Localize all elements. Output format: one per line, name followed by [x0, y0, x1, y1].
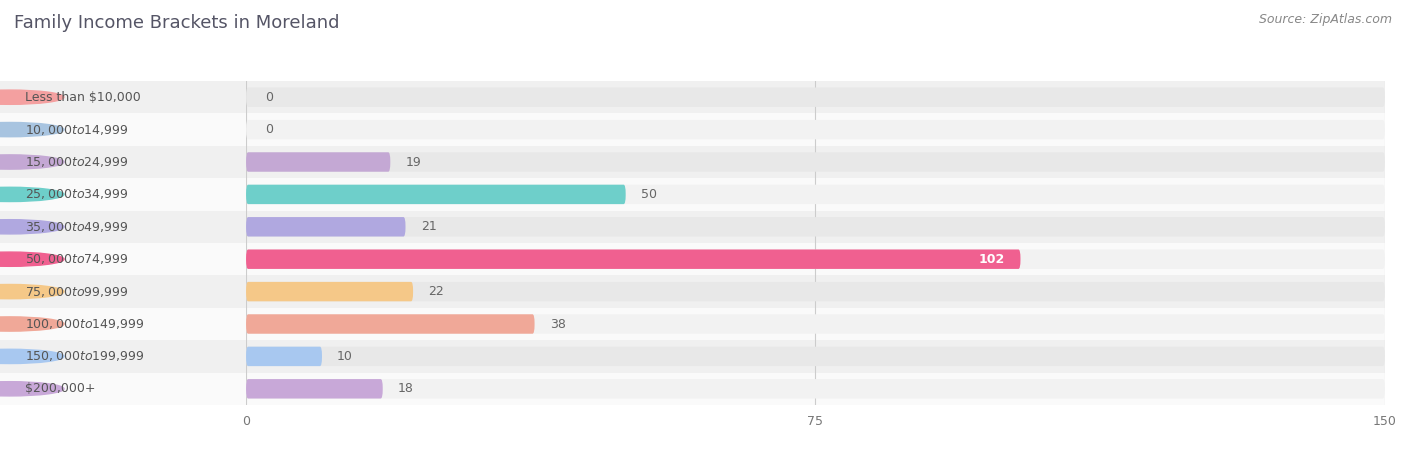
Circle shape — [0, 155, 65, 169]
Bar — [246, 146, 1385, 178]
Bar — [0, 178, 246, 211]
FancyBboxPatch shape — [246, 379, 382, 399]
Bar — [246, 113, 1385, 146]
Circle shape — [0, 187, 65, 202]
Text: 50: 50 — [641, 188, 657, 201]
Circle shape — [0, 317, 65, 331]
FancyBboxPatch shape — [246, 217, 1385, 237]
Text: $25,000 to $34,999: $25,000 to $34,999 — [25, 187, 128, 202]
Bar — [246, 81, 1385, 113]
FancyBboxPatch shape — [246, 379, 1385, 399]
Circle shape — [0, 284, 65, 299]
Bar — [0, 275, 246, 308]
FancyBboxPatch shape — [246, 217, 405, 237]
Circle shape — [0, 252, 65, 266]
Bar — [0, 308, 246, 340]
Text: $10,000 to $14,999: $10,000 to $14,999 — [25, 122, 128, 137]
Text: $35,000 to $49,999: $35,000 to $49,999 — [25, 220, 128, 234]
FancyBboxPatch shape — [246, 314, 1385, 334]
FancyBboxPatch shape — [246, 282, 1385, 302]
Text: $50,000 to $74,999: $50,000 to $74,999 — [25, 252, 128, 266]
Text: 10: 10 — [337, 350, 353, 363]
FancyBboxPatch shape — [246, 249, 1385, 269]
FancyBboxPatch shape — [246, 152, 391, 172]
Bar — [246, 340, 1385, 373]
Text: $150,000 to $199,999: $150,000 to $199,999 — [25, 349, 143, 364]
FancyBboxPatch shape — [246, 87, 1385, 107]
FancyBboxPatch shape — [246, 249, 1021, 269]
Text: 102: 102 — [979, 253, 1005, 266]
Bar — [246, 211, 1385, 243]
Bar — [246, 243, 1385, 275]
Text: 22: 22 — [429, 285, 444, 298]
FancyBboxPatch shape — [246, 346, 322, 366]
Bar — [246, 373, 1385, 405]
Text: 19: 19 — [405, 156, 422, 168]
Circle shape — [0, 382, 65, 396]
Circle shape — [0, 122, 65, 137]
FancyBboxPatch shape — [246, 346, 1385, 366]
Bar — [0, 81, 246, 113]
FancyBboxPatch shape — [246, 152, 1385, 172]
FancyBboxPatch shape — [246, 314, 534, 334]
Text: $100,000 to $149,999: $100,000 to $149,999 — [25, 317, 143, 331]
Circle shape — [0, 220, 65, 234]
Bar — [0, 243, 246, 275]
FancyBboxPatch shape — [246, 282, 413, 302]
FancyBboxPatch shape — [246, 184, 1385, 204]
Text: Source: ZipAtlas.com: Source: ZipAtlas.com — [1258, 14, 1392, 27]
Bar — [246, 308, 1385, 340]
Bar — [0, 211, 246, 243]
Text: 18: 18 — [398, 382, 413, 395]
Text: $200,000+: $200,000+ — [25, 382, 96, 395]
Bar — [0, 146, 246, 178]
Circle shape — [0, 349, 65, 364]
Text: $75,000 to $99,999: $75,000 to $99,999 — [25, 284, 128, 299]
Text: 21: 21 — [420, 220, 436, 233]
Text: Less than $10,000: Less than $10,000 — [25, 91, 141, 104]
Circle shape — [0, 90, 65, 104]
Text: 0: 0 — [264, 91, 273, 104]
Bar — [246, 275, 1385, 308]
Bar — [0, 340, 246, 373]
Bar — [0, 373, 246, 405]
Text: 0: 0 — [264, 123, 273, 136]
FancyBboxPatch shape — [246, 184, 626, 204]
Text: $15,000 to $24,999: $15,000 to $24,999 — [25, 155, 128, 169]
Text: 38: 38 — [550, 318, 565, 330]
FancyBboxPatch shape — [246, 120, 1385, 140]
Bar — [0, 113, 246, 146]
Bar — [246, 178, 1385, 211]
Text: Family Income Brackets in Moreland: Family Income Brackets in Moreland — [14, 14, 340, 32]
